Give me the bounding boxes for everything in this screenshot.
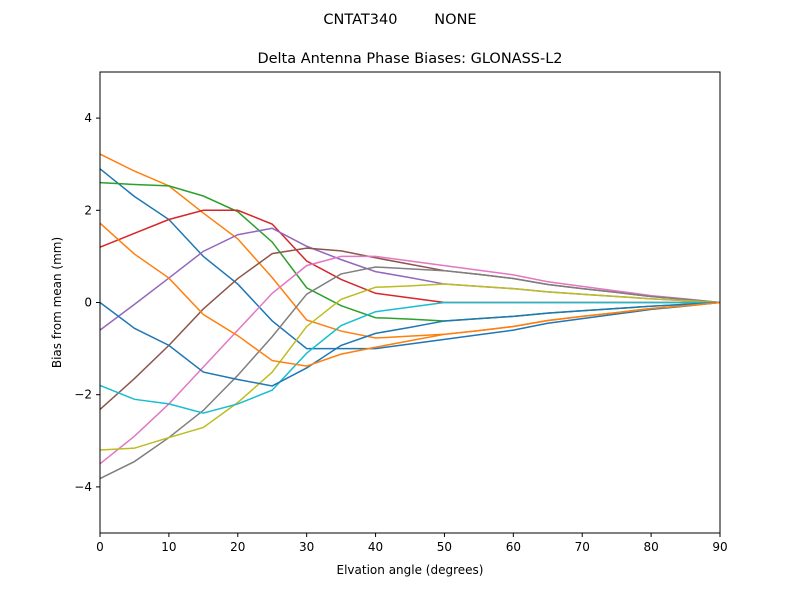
x-tick-label: 60	[506, 540, 521, 554]
plot-area	[99, 153, 721, 480]
series-line	[99, 222, 721, 367]
x-axis-label: Elvation angle (degrees)	[337, 563, 484, 577]
y-tick-label: 0	[84, 296, 92, 310]
series-line	[99, 209, 720, 304]
y-tick-label: 4	[84, 111, 92, 125]
x-tick-label: 30	[299, 540, 314, 554]
x-tick-label: 0	[96, 540, 104, 554]
x-tick-label: 40	[368, 540, 383, 554]
series-line	[99, 301, 721, 387]
y-tick-label: −2	[74, 388, 92, 402]
series-line	[99, 181, 721, 322]
suptitle: CNTAT340 NONE	[323, 12, 476, 28]
x-tick-label: 90	[712, 540, 727, 554]
x-tick-label: 10	[161, 540, 176, 554]
series-line	[99, 266, 721, 480]
chart-title: Delta Antenna Phase Biases: GLONASS-L2	[257, 51, 562, 67]
y-tick-label: −4	[74, 480, 92, 494]
series-line	[99, 168, 721, 350]
x-tick-label: 20	[230, 540, 245, 554]
x-tick-label: 50	[437, 540, 452, 554]
y-axis-label: Bias from mean (mm)	[50, 237, 64, 368]
y-tick-label: 2	[84, 203, 92, 217]
series-line	[99, 255, 721, 465]
series-line	[99, 283, 721, 451]
series-line	[99, 247, 721, 411]
series-line	[99, 227, 721, 331]
series-line	[99, 301, 720, 414]
x-tick-label: 80	[643, 540, 658, 554]
x-tick-label: 70	[575, 540, 590, 554]
